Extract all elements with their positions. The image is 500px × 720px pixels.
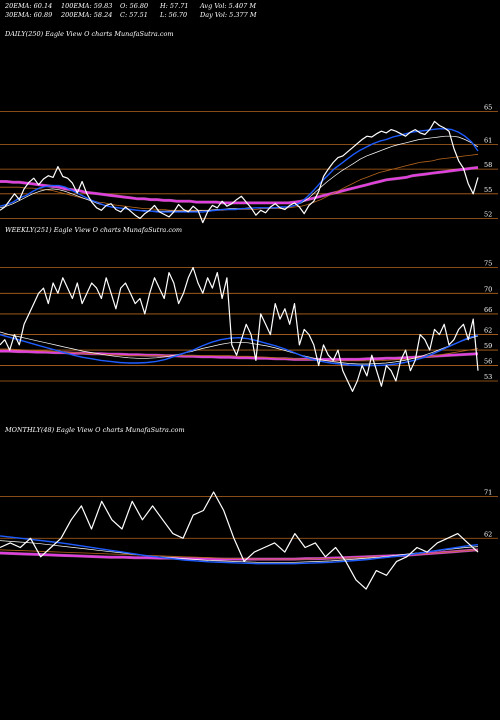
weekly-price-line [0, 266, 479, 392]
header-day-vol: Day Vol: 5.377 M [200, 11, 257, 19]
weekly-y-tick-label: 62 [484, 327, 492, 335]
daily-y-tick-label: 52 [484, 211, 492, 219]
daily-ema20-line [0, 128, 479, 213]
daily-price-line [0, 120, 479, 224]
header-ema100: 100EMA: 59.83 [61, 2, 113, 10]
daily-ema30-line [0, 135, 479, 212]
monthly-ema30-line [0, 540, 479, 563]
header-ema200: 200EMA: 58.24 [61, 11, 113, 19]
monthly-y-tick-label: 62 [484, 530, 492, 538]
daily-y-tick-label: 58 [484, 161, 492, 169]
weekly-y-tick-label: 56 [484, 358, 492, 366]
header-close: C: 57.51 [120, 11, 148, 19]
monthly-ema20-line [0, 535, 479, 565]
weekly-chart-panel: 75 70 66 62 59 56 53 [0, 259, 498, 392]
weekly-ema100-line [0, 348, 479, 362]
header-ema20: 20EMA: 60.14 [5, 2, 53, 10]
daily-chart-panel: 65 61 58 55 52 [0, 103, 498, 224]
weekly-y-tick-label: 70 [484, 285, 492, 293]
header-high: H: 57.71 [160, 2, 189, 10]
daily-ema200-line [0, 166, 479, 204]
monthly-price-line [0, 491, 479, 590]
header-low: L: 56.70 [160, 11, 188, 19]
daily-y-tick-label: 61 [484, 136, 492, 144]
weekly-ema30-line [0, 331, 479, 365]
monthly-chart-panel: 71 62 [0, 489, 498, 590]
weekly-y-tick-label: 53 [484, 373, 492, 381]
header-avg-vol: Avg Vol: 5.407 M [200, 2, 257, 10]
header-open: O: 56.80 [120, 2, 149, 10]
daily-panel-label: DAILY(250) Eagle View O charts MunafaSut… [5, 30, 174, 38]
weekly-y-tick-label: 75 [484, 259, 492, 267]
weekly-panel-label: WEEKLY(251) Eagle View O charts MunafaSu… [5, 226, 183, 234]
daily-y-tick-label: 55 [484, 186, 492, 194]
weekly-y-tick-label: 59 [484, 342, 492, 350]
weekly-ema20-line [0, 333, 479, 367]
weekly-y-tick-label: 66 [484, 306, 492, 314]
header-ema30: 30EMA: 60.89 [5, 11, 53, 19]
daily-y-tick-label: 65 [484, 103, 492, 111]
monthly-panel-label: MONTHLY(48) Eagle View O charts MunafaSu… [5, 426, 185, 434]
monthly-y-tick-label: 71 [484, 489, 492, 497]
